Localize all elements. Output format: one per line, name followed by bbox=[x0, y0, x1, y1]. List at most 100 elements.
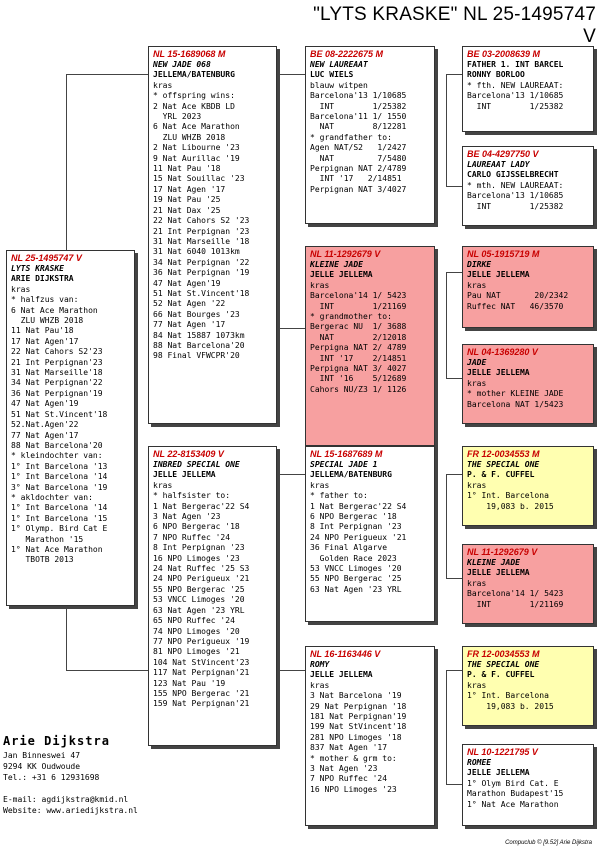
performance-line: 3 Nat Agen '23 bbox=[310, 764, 378, 774]
performance-line: Barcelona'14 1/ 5423 bbox=[467, 589, 564, 599]
bird-name: LAUREAAT LADY bbox=[467, 160, 530, 169]
performance-line: 21 Int Perpignan '23 bbox=[153, 226, 250, 236]
performance-line: blauw witpen bbox=[310, 80, 368, 90]
performance-line: INT '16 5/12689 bbox=[310, 374, 407, 384]
performance-line: Barcelona'13 1/10685 bbox=[467, 191, 564, 201]
performance-line: 19,083 b. 2015 bbox=[467, 501, 554, 511]
performance-line: 98 Final VFWCPR'20 bbox=[153, 351, 240, 361]
performance-line: 63 Nat Agen '23 YRL bbox=[153, 605, 245, 615]
ring-number: NL 10-1221795 V bbox=[467, 747, 538, 757]
performance-line: 837 Nat Agen '17 bbox=[310, 743, 388, 753]
performance-line: Perpigna NAT 3/ 4027 bbox=[310, 364, 407, 374]
performance-line: 22 Nat Cahors S2'23 bbox=[11, 347, 103, 357]
performance-line: kras bbox=[467, 378, 487, 388]
performance-line: NAT 8/12281 bbox=[310, 122, 407, 132]
performance-line: 36 Final Algarve bbox=[310, 543, 388, 553]
ring-number: NL 04-1369280 V bbox=[467, 347, 538, 357]
dam-dam-sire-card: FR 12-0034553 M THE SPECIAL ONE P. & F. CU… bbox=[462, 646, 594, 726]
performance-line: 8 Int Perpignan '23 bbox=[310, 522, 402, 532]
performance-line: 55 NPO Bergerac '25 bbox=[310, 574, 402, 584]
performance-line: Perpignan NAT 2/4789 bbox=[310, 164, 407, 174]
performance-line: Marathon Budapest'15 bbox=[467, 789, 564, 799]
performance-line: 9 Nat Aurillac '19 bbox=[153, 153, 240, 163]
performance-line: * mother & grm to: bbox=[310, 753, 397, 763]
breeder-name: LUC WIELS bbox=[310, 70, 354, 80]
bird-name: NEW JADE 068 bbox=[153, 60, 211, 69]
ring-number: NL 25-1495747 V bbox=[11, 253, 82, 263]
performance-line: 24 NPO Perigueux '21 bbox=[153, 574, 250, 584]
performance-line: 1° Olym Bird Cat. E bbox=[467, 778, 559, 788]
performance-line: 16 NPO Limoges '23 bbox=[310, 784, 397, 794]
performance-line: NAT 2/12018 bbox=[310, 332, 407, 342]
ring-number: NL 22-8153409 V bbox=[153, 449, 224, 459]
owner-website: Website: www.ariedijkstra.nl bbox=[3, 806, 138, 815]
performance-line: 21 Nat Dax '25 bbox=[153, 205, 221, 215]
performance-line: INT 1/21169 bbox=[310, 301, 407, 311]
performance-line: 199 Nat StVincent'18 bbox=[310, 722, 407, 732]
connector-gen3-1a bbox=[446, 74, 462, 75]
performance-line: kras bbox=[467, 578, 487, 588]
performance-line: 155 NPO Bergerac '21 bbox=[153, 688, 250, 698]
performance-line: kras bbox=[310, 280, 330, 290]
performance-line: * offspring wins: bbox=[153, 91, 235, 101]
performance-line: 2 Nat Libourne '23 bbox=[153, 143, 240, 153]
performance-line: 159 Nat Perpignan'21 bbox=[153, 699, 250, 709]
connector-gen2-bottom bbox=[279, 474, 280, 670]
performance-line: * mth. NEW LAUREAAT: bbox=[467, 180, 564, 190]
dam-sire-sire-card: FR 12-0034553 M THE SPECIAL ONE P. & F. CU… bbox=[462, 446, 594, 526]
performance-line: 22 Nat Cahors S2 '23 bbox=[153, 216, 250, 226]
connector-gen2-top bbox=[279, 74, 280, 328]
performance-line: 6 NPO Bergerac '18 bbox=[153, 522, 240, 532]
performance-line: Agen NAT/S2 1/2427 bbox=[310, 143, 407, 153]
performance-line: ZLU WHZB 2018 bbox=[11, 316, 84, 326]
performance-line: 66 Nat Bourges '23 bbox=[153, 309, 240, 319]
performance-line: 84 Nat 15887 1073km bbox=[153, 330, 245, 340]
performance-line: 88 Nat Barcelona'20 bbox=[11, 440, 103, 450]
performance-line: 47 Nat Agen'19 bbox=[11, 399, 79, 409]
performance-line: Marathon '15 bbox=[11, 534, 84, 544]
ring-number: FR 12-0034553 M bbox=[467, 649, 540, 659]
performance-line: 74 NPO Limoges '20 bbox=[153, 626, 240, 636]
performance-line: kras bbox=[153, 480, 173, 490]
connector-gen3-3b bbox=[446, 578, 462, 579]
performance-line: 1° Olymp. Bird Cat E bbox=[11, 524, 108, 534]
breeder-name: JELLE JELLEMA bbox=[467, 568, 530, 578]
performance-line: 34 Nat Perpignan '22 bbox=[153, 257, 250, 267]
performance-line: 6 Nat Ace Marathon bbox=[11, 305, 98, 315]
performance-line: kras bbox=[467, 480, 487, 490]
sire-dam-sire-card: NL 05-1915719 M DIRKE JELLE JELLEMA kras Pau… bbox=[462, 246, 594, 328]
performance-line: 53 VNCC Limoges '20 bbox=[310, 564, 402, 574]
breeder-name: JELLE JELLEMA bbox=[310, 670, 373, 680]
performance-line: 31 Nat Marseille'18 bbox=[11, 368, 103, 378]
breeder-name: JELLEMA/BATENBURG bbox=[153, 70, 235, 80]
breeder-name: CARLO GIJSSELBRECHT bbox=[467, 170, 559, 180]
breeder-name: JELLE JELLEMA bbox=[153, 470, 216, 480]
performance-line: Pau NAT 20/2342 bbox=[467, 291, 569, 301]
performance-line: 16 NPO Limoges '23 bbox=[153, 553, 240, 563]
connector-gen3-4b bbox=[446, 784, 462, 785]
connector-gen2-top-a bbox=[279, 74, 305, 75]
performance-line: 34 Nat Perpignan'22 bbox=[11, 378, 103, 388]
connector-gen2-bottom-b bbox=[279, 670, 305, 671]
performance-line: 36 Nat Perpignan'19 bbox=[11, 388, 103, 398]
dam-dam-dam-card: NL 10-1221795 V ROMEE JELLE JELLEMA 1° Olym… bbox=[462, 744, 594, 826]
performance-line: kras bbox=[310, 480, 330, 490]
performance-line: 17 Nat Agen'17 bbox=[11, 336, 79, 346]
ring-number: BE 08-2222675 M bbox=[310, 49, 384, 59]
performance-line: * fth. NEW LAUREAAT: bbox=[467, 80, 564, 90]
performance-line: kras bbox=[467, 680, 487, 690]
connector-gen1-top bbox=[66, 74, 148, 75]
performance-line: INT 1/21169 bbox=[467, 599, 564, 609]
performance-line: INT '17 2/14851 bbox=[310, 353, 407, 363]
performance-line: INT 1/25382 bbox=[467, 201, 564, 211]
performance-line: 1° Int Barcelona '15 bbox=[11, 513, 108, 523]
bird-name: KLEINE JADE bbox=[467, 558, 520, 567]
ring-number: BE 03-2008639 M bbox=[467, 49, 541, 59]
performance-line: 104 Nat StVincent'23 bbox=[153, 657, 250, 667]
performance-line: 53 VNCC Limoges '20 bbox=[153, 595, 245, 605]
breeder-name: JELLE JELLEMA bbox=[467, 368, 530, 378]
performance-line: 1° Int Barcelona '14 bbox=[11, 472, 108, 482]
bird-name: ROMY bbox=[310, 660, 330, 669]
performance-line: 11 Nat Pau'18 bbox=[11, 326, 74, 336]
connector-gen3-2b bbox=[446, 378, 462, 379]
